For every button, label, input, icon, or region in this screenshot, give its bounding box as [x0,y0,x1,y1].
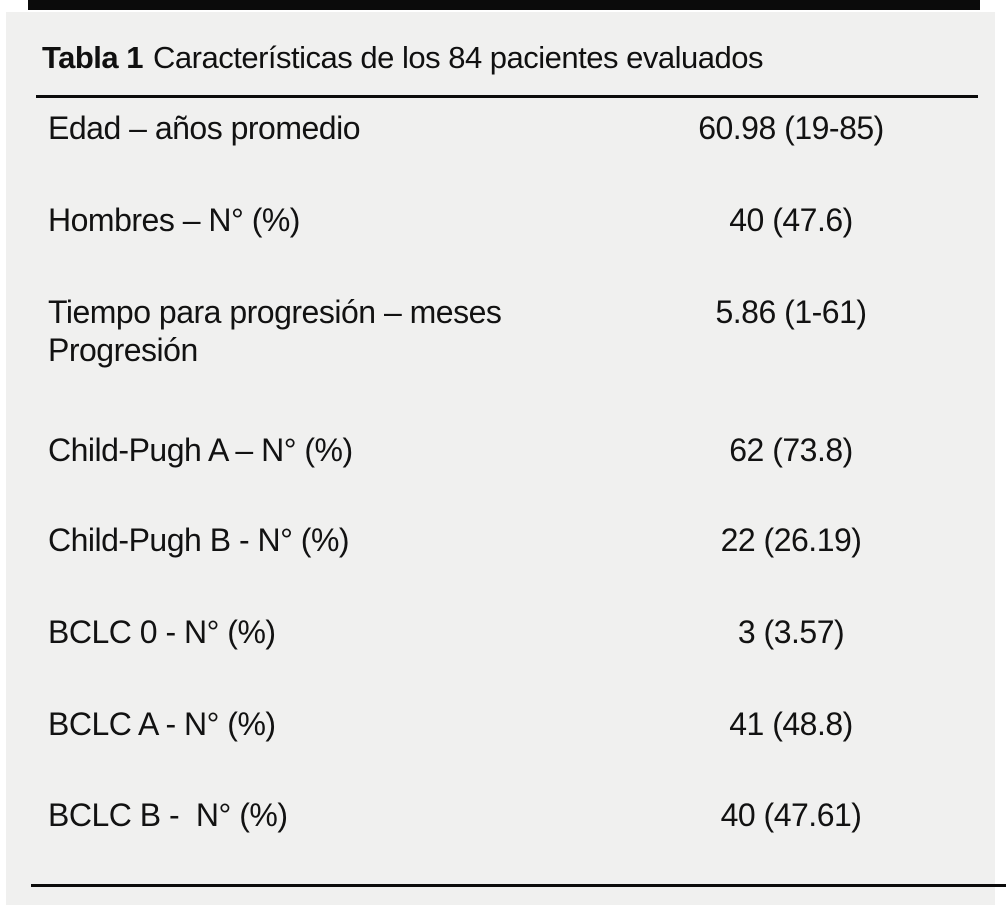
table-row-label-line2: Progresión [48,332,198,368]
table-row-value: 41 (48.8) [729,706,853,742]
table-row-value: 22 (26.19) [720,522,862,558]
header-rule [36,95,978,98]
top-divider-bar [28,0,980,10]
table-title: Tabla 1 Características de los 84 pacient… [42,40,763,76]
table-row-label: Hombres – N° (%) [48,202,300,238]
table-title-number: Tabla 1 [42,40,144,75]
footer-rule [31,884,1006,887]
table-row-value: 40 (47.6) [729,202,853,238]
table-row-value: 5.86 (1-61) [715,294,867,330]
table-row-label: Tiempo para progresión – meses Progresión [48,293,502,369]
table-row-value: 40 (47.61) [720,797,862,833]
table-row-label: Child-Pugh B - N° (%) [48,522,350,558]
table-row-label: BCLC B - N° (%) [48,797,288,833]
table-row-value: 60.98 (19-85) [698,110,884,146]
table-row-value: 62 (73.8) [729,432,853,468]
table-row-label: BCLC A - N° (%) [48,706,276,742]
table-row-label-line1: Tiempo para progresión – meses [48,294,502,330]
table-row-label: Child-Pugh A – N° (%) [48,432,353,468]
table-title-text: Características de los 84 pacientes eval… [153,40,763,75]
table-panel: Tabla 1 Características de los 84 pacient… [6,12,1006,905]
table-row-value: 3 (3.57) [737,614,845,650]
table-row-label: Edad – años promedio [48,110,361,146]
table-row-label: BCLC 0 - N° (%) [48,614,276,650]
